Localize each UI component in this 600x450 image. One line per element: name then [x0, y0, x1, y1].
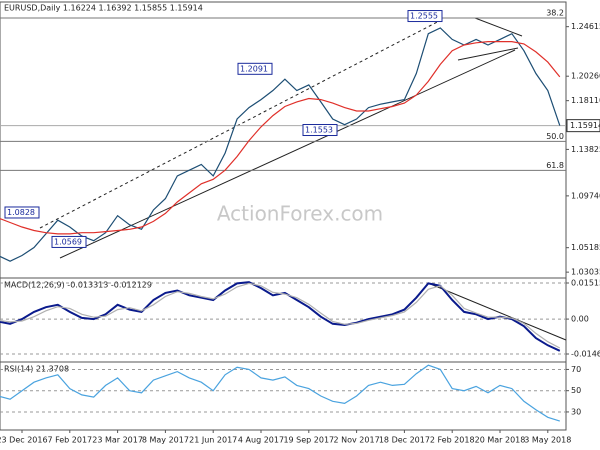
- chart-title: EURUSD,Daily 1.16224 1.16392 1.15855 1.1…: [4, 4, 203, 13]
- x-tick-label: 3 May 2018: [524, 436, 571, 445]
- plot-area: [0, 364, 566, 422]
- current-price-box: [566, 119, 600, 133]
- y-tick-label: 1.13825: [571, 145, 600, 154]
- y-tick-label: 1.09740: [571, 191, 600, 200]
- fib-label: 61.8: [546, 161, 564, 170]
- x-tick-label: 20 Mar 2018: [475, 436, 526, 445]
- plot-area: [0, 17, 566, 262]
- y-tick-label: 1.03035: [571, 268, 600, 277]
- x-tick-label: 21 Jun 2017: [189, 436, 237, 445]
- x-tick-label: 23 Dec 2016: [0, 436, 48, 445]
- triangle-line: [474, 17, 523, 37]
- series-line: [0, 27, 561, 262]
- y-tick-label: 1.20260: [571, 72, 600, 81]
- y-tick-label: 1.18110: [571, 96, 600, 105]
- y-tick-label: 1.05185: [571, 243, 600, 252]
- current-price-label: 1.15914: [570, 121, 600, 130]
- y-tick-label: 70: [571, 365, 581, 374]
- x-tick-label: 8 May 2017: [142, 436, 189, 445]
- annotation-box: [407, 10, 443, 23]
- annotation-box: [302, 124, 338, 137]
- fib-label: 38.2: [546, 8, 564, 17]
- series-line: [0, 281, 561, 352]
- series-line: [0, 41, 561, 235]
- macd-trendline: [427, 282, 567, 341]
- annotation-label: 1.0569: [54, 237, 82, 246]
- x-tick-label: 18 Dec 2017: [379, 436, 430, 445]
- triangle-line: [457, 47, 519, 61]
- x-tick-label: 2 Nov 2017: [334, 436, 380, 445]
- x-tick-label: 4 Aug 2017: [238, 436, 284, 445]
- annotation-label: 1.0828: [7, 208, 35, 217]
- x-tick-label: 23 Mar 2017: [92, 436, 143, 445]
- annotation-box: [4, 206, 40, 219]
- channel-line: [39, 17, 446, 229]
- trendline: [59, 49, 516, 259]
- series-line: [0, 282, 561, 349]
- annotation-box: [51, 235, 87, 248]
- x-tick-label: 2 Feb 2018: [430, 436, 475, 445]
- y-tick-label: 0.00: [571, 315, 589, 324]
- y-tick-label: 0.015155: [571, 279, 600, 288]
- chart-title: MACD(12,26,9) -0.013313 -0.012129: [4, 281, 152, 290]
- annotation-label: 1.2091: [240, 64, 268, 73]
- trendlines: [39, 17, 523, 259]
- watermark: ActionForex.com: [217, 202, 383, 226]
- x-tick-label: 19 Sep 2017: [283, 436, 334, 445]
- y-tick-label: 1.24615: [571, 22, 600, 31]
- fib-label: 50.0: [546, 132, 564, 141]
- series-line: [0, 364, 560, 422]
- y-tick-label: 50: [571, 386, 581, 395]
- rsi-panel: [0, 361, 567, 431]
- y-tick-label: -0.014669: [571, 349, 600, 358]
- x-tick-label: 7 Feb 2017: [47, 436, 92, 445]
- macd-panel: [0, 277, 567, 363]
- annotation-label: 1.2555: [410, 12, 438, 21]
- annotation-label: 1.1553: [305, 126, 333, 135]
- y-tick-label: 30: [571, 407, 581, 416]
- annotation-box: [237, 62, 273, 75]
- plot-area: [0, 281, 566, 355]
